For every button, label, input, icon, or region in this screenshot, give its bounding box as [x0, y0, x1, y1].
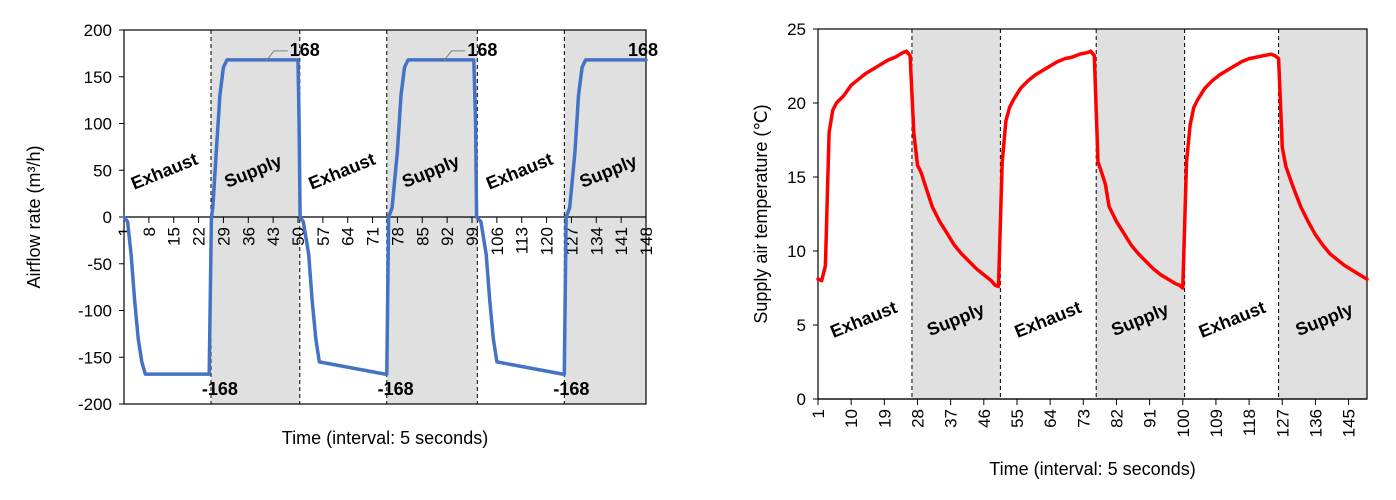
- y-tick-label: 15: [787, 168, 806, 187]
- x-tick-label: 100: [1174, 409, 1193, 437]
- x-tick-label: 29: [214, 227, 233, 246]
- series-line-1: [816, 49, 1369, 290]
- x-axis-title: Time (interval: 5 seconds): [282, 428, 488, 448]
- x-tick-label: 64: [339, 227, 358, 246]
- y-axis-title: Airflow rate (m³/h): [24, 145, 44, 288]
- x-tick-label: 136: [1306, 409, 1325, 437]
- data-label: 168: [290, 40, 320, 60]
- x-tick-label: 8: [140, 227, 159, 236]
- data-label-leader: [265, 50, 288, 62]
- x-tick-label: 37: [942, 409, 961, 428]
- y-tick-label: 5: [797, 316, 806, 335]
- x-tick-label: 15: [165, 227, 184, 246]
- phase-label-1: Exhaust: [128, 149, 200, 194]
- series-line-1: [122, 58, 648, 376]
- x-tick-label: 1: [809, 409, 828, 418]
- data-label: 168: [628, 40, 658, 60]
- data-label: -168: [553, 379, 589, 399]
- data-label: -168: [202, 379, 238, 399]
- x-tick-label: 46: [975, 409, 994, 428]
- x-tick-label: 91: [1141, 409, 1160, 428]
- x-tick-label: 36: [239, 227, 258, 246]
- x-tick-label: 141: [612, 227, 631, 255]
- y-tick-label: 10: [787, 242, 806, 261]
- x-tick-label: 120: [538, 227, 557, 255]
- data-label: -168: [378, 379, 414, 399]
- x-tick-label: 82: [1107, 409, 1126, 428]
- x-tick-label: 92: [438, 227, 457, 246]
- phase-label-5: Exhaust: [1196, 297, 1268, 342]
- x-tick-label: 134: [587, 227, 606, 255]
- x-tick-label: 106: [488, 227, 507, 255]
- x-axis-title: Time (interval: 5 seconds): [989, 459, 1195, 479]
- x-tick-label: 1: [115, 227, 134, 236]
- y-tick-label: -100: [78, 302, 112, 321]
- y-tick-label: 150: [84, 68, 112, 87]
- y-tick-label: -200: [78, 395, 112, 414]
- x-tick-label: 43: [264, 227, 283, 246]
- y-tick-label: 100: [84, 115, 112, 134]
- y-axis-title: Supply air temperature (℃): [751, 104, 771, 323]
- shaded-phase-2: [1096, 29, 1185, 399]
- y-tick-label: -50: [87, 255, 112, 274]
- y-tick-label: 25: [787, 20, 806, 39]
- x-tick-label: 64: [1041, 409, 1060, 428]
- x-tick-label: 22: [190, 227, 209, 246]
- shaded-phase-3: [1278, 29, 1367, 399]
- data-label-leader: [443, 50, 466, 62]
- chart-2: 25 20 15 10 5 01 10 19 28 37 46 55 64 73 82 91 100 109 118…: [751, 20, 1369, 479]
- phase-label-3: Exhaust: [1012, 297, 1084, 342]
- x-tick-label: 148: [637, 227, 656, 255]
- y-tick-label: 0: [797, 390, 806, 409]
- x-tick-label: 85: [413, 227, 432, 246]
- x-tick-label: 28: [908, 409, 927, 428]
- x-tick-label: 145: [1340, 409, 1359, 437]
- x-tick-label: 57: [314, 227, 333, 246]
- y-tick-label: 200: [84, 21, 112, 40]
- x-tick-label: 10: [842, 409, 861, 428]
- x-tick-label: 71: [364, 227, 383, 246]
- x-tick-label: 19: [875, 409, 894, 428]
- data-label: 168: [467, 40, 497, 60]
- y-tick-label: 50: [93, 161, 112, 180]
- x-tick-label: 73: [1074, 409, 1093, 428]
- x-tick-label: 118: [1240, 409, 1259, 436]
- phase-label-3: Exhaust: [306, 149, 378, 194]
- x-tick-label: 55: [1008, 409, 1027, 428]
- x-tick-label: 127: [1273, 409, 1292, 437]
- phase-label-5: Exhaust: [483, 149, 555, 194]
- y-tick-label: -150: [78, 348, 112, 367]
- phase-label-1: Exhaust: [827, 297, 899, 342]
- y-tick-label: 0: [103, 208, 112, 227]
- x-tick-label: 99: [463, 227, 482, 246]
- shaded-phase-1: [911, 29, 1001, 399]
- x-tick-label: 78: [388, 227, 407, 246]
- x-tick-label: 113: [513, 227, 532, 254]
- x-tick-label: 109: [1207, 409, 1226, 437]
- chart-1: 200 150 100 50 0 -50 -100 -150 -200 1 8 15 22 29 36 43 5…: [24, 21, 658, 448]
- y-tick-label: 20: [787, 94, 806, 113]
